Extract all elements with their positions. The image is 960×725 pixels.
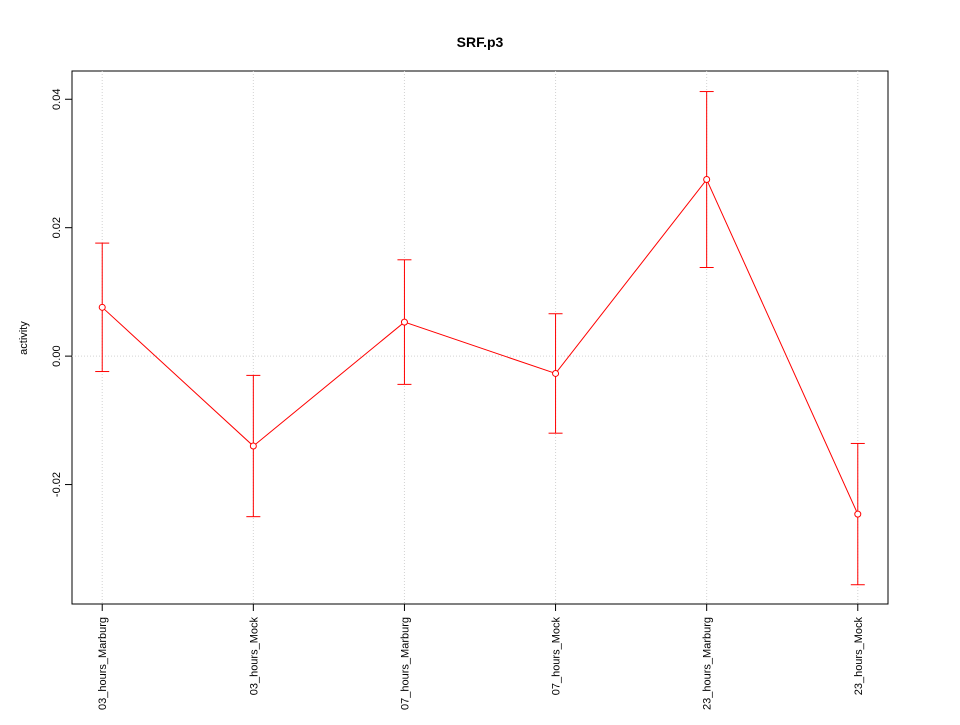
point	[98, 303, 106, 311]
chart-title: SRF.p3	[457, 34, 504, 50]
y-tick-label: -0.02	[51, 472, 63, 497]
x-tick-label: 07_hours_Mock	[551, 617, 563, 696]
y-axis-label: activity	[18, 321, 30, 355]
x-tick-label: 23_hours_Marburg	[702, 617, 714, 710]
plot-frame	[71, 70, 889, 605]
y-tick-label: 0.04	[51, 89, 63, 110]
point	[703, 176, 711, 184]
y-tick-label: 0.00	[51, 345, 63, 366]
point	[400, 318, 408, 326]
x-tick-label: 23_hours_Mock	[853, 617, 865, 696]
x-tick-label: 03_hours_Mock	[248, 617, 260, 696]
x-tick-label: 07_hours_Marburg	[399, 617, 411, 710]
series-line	[101, 178, 859, 515]
point	[854, 510, 862, 518]
x-tick-label: 03_hours_Marburg	[97, 617, 109, 710]
point	[552, 369, 560, 377]
point	[249, 442, 257, 450]
y-tick-label: 0.02	[51, 217, 63, 238]
